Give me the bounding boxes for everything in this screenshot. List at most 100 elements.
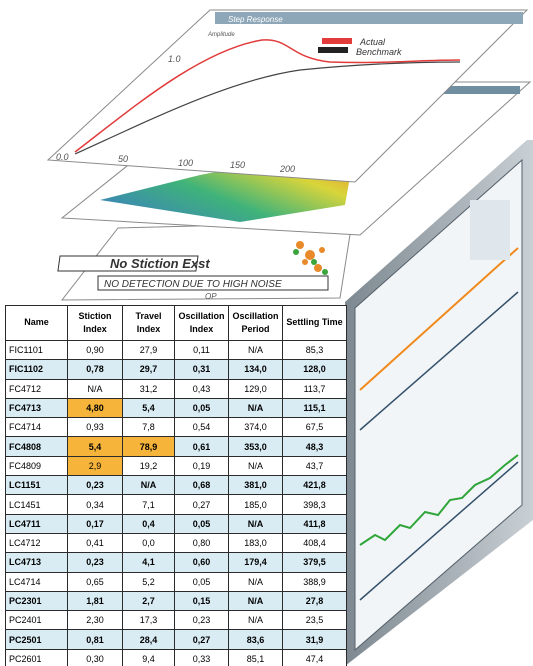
table-cell: 0,60 [174,552,229,573]
table-cell: 0,54 [174,417,229,438]
table-row: LC4712 0,41 0,0 0,80 183,0 408,4 [5,532,347,554]
table-row: LC4713 0,23 4,1 0,60 179,4 379,5 [5,552,347,573]
green-trace [359,454,519,546]
table-cell: 0,17 [67,513,123,534]
table-cell: 0,19 [174,455,229,477]
table-cell: 179,4 [228,552,283,573]
table-cell: 0,43 [174,378,229,399]
table-cell: LC4714 [5,571,68,592]
axis-line [359,291,519,431]
table-cell: 115,1 [282,397,347,419]
table-cell: FC4809 [5,455,68,477]
table-cell: N/A [228,590,283,612]
table-cell: N/A [228,513,283,534]
table-cell: 0,81 [67,629,123,650]
table-cell: 78,9 [122,436,175,457]
table-cell: 85,3 [282,339,347,361]
table-cell: N/A [122,475,175,496]
header-row: Name Stiction Index Travel Index Oscillatio… [5,305,347,341]
table-cell: 31,2 [122,378,175,399]
table-cell: 7,1 [122,494,175,515]
table-cell: 0,31 [174,359,229,380]
table-cell: 4,80 [67,397,123,419]
table-cell: 398,3 [282,494,347,515]
table-cell: 1,81 [67,590,123,612]
table-cell: 0,23 [174,610,229,631]
table-cell: 411,8 [282,513,347,534]
table-cell: 5,4 [122,397,175,419]
table-cell: 183,0 [228,532,283,554]
table-row: LC1151 0,23 N/A 0,68 381,0 421,8 [5,475,347,496]
table-cell: 67,5 [282,417,347,438]
table-row: FIC1101 0,90 27,9 0,11 N/A 85,3 [5,339,347,361]
table-cell: FC4714 [5,417,68,438]
legend-label: Benchmark [356,47,402,57]
table-cell: N/A [228,397,283,419]
table-cell: 0,30 [67,648,123,666]
table-cell: 31,9 [282,629,347,650]
table-cell: N/A [228,610,283,631]
x-label: OP [205,292,217,301]
legend-label: Actual [359,37,386,47]
benchmark-curve [74,61,461,155]
table-cell: 4,1 [122,552,175,573]
table-row: PC2401 2,30 17,3 0,23 N/A 23,5 [5,610,347,631]
table-row: FC4808 5,4 78,9 0,61 353,0 48,3 [5,436,347,457]
table-cell: 0,11 [174,339,229,361]
table-cell: 353,0 [228,436,283,457]
table-cell: FC4808 [5,436,68,457]
panel-header [215,12,523,24]
table-cell: 129,0 [228,378,283,399]
x-tick: 100 [178,158,193,168]
column-header: Settling Time [282,305,347,341]
loop-table: Name Stiction Index Travel Index Oscillatio… [5,305,347,666]
table-cell: 0,93 [67,417,123,438]
table-cell: 7,8 [122,417,175,438]
table-cell: PC2401 [5,610,68,631]
table-cell: 185,0 [228,494,283,515]
legend-swatch [318,47,348,53]
table-cell: 0,27 [174,494,229,515]
table-cell: N/A [228,571,283,592]
table-cell: N/A [228,339,283,361]
table-cell: 5,2 [122,571,175,592]
table-cell: 0,4 [122,513,175,534]
table-cell: 0,0 [122,532,175,554]
column-header: Name [5,305,68,341]
table-cell: 29,7 [122,359,175,380]
table-cell: 2,7 [122,590,175,612]
legend-box [470,200,510,260]
table-row: LC4711 0,17 0,4 0,05 N/A 411,8 [5,513,347,534]
table-cell: 0,05 [174,513,229,534]
y-tick: 1.0 [168,54,181,64]
table-cell: 408,4 [282,532,347,554]
table-cell: 9,4 [122,648,175,666]
table-cell: 17,3 [122,610,175,631]
axis-line [359,461,519,601]
table-cell: 379,5 [282,552,347,573]
table-cell: 0,78 [67,359,123,380]
table-row: LC4714 0,65 5,2 0,05 N/A 388,9 [5,571,347,592]
table-cell: 421,8 [282,475,347,496]
legend-swatch [322,38,352,44]
x-tick: 200 [279,164,295,174]
table-row: FC4713 4,80 5,4 0,05 N/A 115,1 [5,397,347,419]
table-cell: 48,3 [282,436,347,457]
y-tick: 0.0 [56,152,69,162]
x-tick: 150 [230,160,245,170]
table-cell: 0,90 [67,339,123,361]
table-cell: 27,9 [122,339,175,361]
table-cell: 134,0 [228,359,283,380]
table-cell: 2,30 [67,610,123,631]
column-header: Oscillation Index [174,305,229,341]
table-cell: 23,5 [282,610,347,631]
table-cell: 85,1 [228,648,283,666]
table-cell: 0,27 [174,629,229,650]
table-cell: FC4713 [5,397,68,419]
table-cell: 0,80 [174,532,229,554]
scatter-cloud [293,249,328,275]
table-cell: 0,65 [67,571,123,592]
note-box [97,275,329,291]
table-row: PC2501 0,81 28,4 0,27 83,6 31,9 [5,629,347,650]
table-cell: 128,0 [282,359,347,380]
